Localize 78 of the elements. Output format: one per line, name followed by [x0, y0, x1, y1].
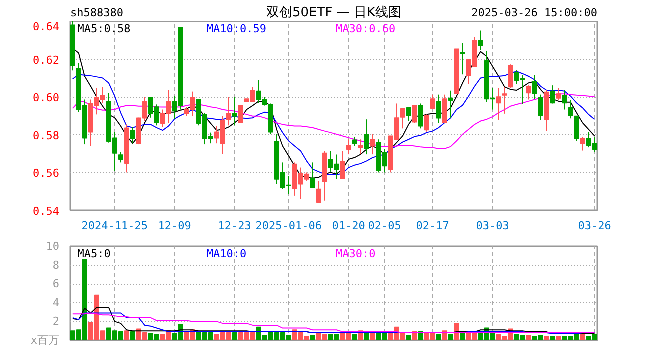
candlestick: [346, 139, 352, 156]
bar: [448, 334, 454, 340]
y-tick-label: 0.58: [33, 129, 60, 142]
candlestick: [568, 100, 574, 120]
x-tick-label: 03-03: [476, 220, 510, 232]
y-tick-label: 0.56: [33, 167, 60, 180]
bar: [130, 332, 136, 340]
candlestick: [130, 126, 136, 144]
candlestick: [562, 90, 568, 110]
candlestick: [424, 114, 430, 132]
candlestick: [502, 86, 508, 114]
x-tick-label: 03-26: [578, 220, 612, 232]
candlestick: [532, 74, 538, 100]
text: MA30:0.60: [336, 22, 396, 36]
candlestick: [430, 94, 436, 110]
candlestick: [538, 94, 544, 121]
candlestick: [442, 94, 448, 124]
candlestick: [556, 88, 562, 101]
bar: [352, 334, 358, 340]
y-tick-label: 10: [46, 240, 60, 253]
y-tick-label: 4: [52, 296, 60, 310]
y-tick-label: 0.54: [33, 205, 60, 218]
candlestick: [412, 105, 418, 124]
y-tick-label: 6: [52, 278, 60, 291]
candlestick: [508, 64, 514, 89]
bar: [232, 332, 238, 340]
y-tick-label: x百万: [30, 334, 60, 347]
y-tick-label: 8: [52, 258, 60, 272]
y-tick-label: 2: [52, 315, 60, 328]
x-tick-label: 12-23: [218, 220, 252, 232]
candlestick: [580, 136, 586, 152]
text: MA30:0: [336, 248, 376, 260]
candlestick: [418, 103, 424, 130]
candlestick: [340, 150, 346, 180]
bar: [544, 336, 550, 340]
candlestick: [238, 105, 244, 124]
text: MA10:0.59: [206, 22, 266, 36]
candlestick: [364, 119, 370, 156]
bar: [370, 333, 376, 340]
candlestick: [550, 85, 556, 104]
bar: [550, 336, 556, 340]
candlestick: [526, 85, 532, 100]
candlestick: [478, 30, 484, 51]
candlestick: [118, 152, 124, 164]
series-label: MA5:0.58: [78, 22, 131, 36]
candlestick: [460, 42, 466, 76]
x-tick-label: 12-09: [158, 220, 192, 232]
candlestick: [352, 136, 358, 147]
candlestick: [358, 139, 364, 156]
candlestick: [574, 116, 580, 142]
chart-title: 双创50ETF — 日K线图: [266, 5, 402, 20]
bar: [556, 336, 562, 340]
bar: [436, 334, 442, 340]
bar: [406, 335, 412, 340]
candlestick: [310, 162, 316, 188]
candlestick: [406, 108, 412, 122]
x-tick-label: 2024-11-25: [82, 220, 148, 232]
candlestick: [316, 180, 322, 204]
text: MA10:0: [206, 248, 247, 260]
candlestick: [232, 96, 238, 126]
bar: [124, 330, 130, 340]
candlestick: [448, 90, 454, 119]
x-tick-label: 02-17: [416, 220, 450, 232]
text: MA5:0: [78, 248, 111, 260]
text: sh588380: [70, 6, 124, 20]
y-tick-label: 0.60: [33, 92, 60, 105]
candlestick: [370, 134, 376, 156]
x-tick-label: 01-20: [332, 220, 366, 232]
x-tick-label: 02-05: [368, 220, 402, 232]
y-tick-label: 0.64: [33, 20, 60, 34]
x-tick-label: 2025-01-06: [256, 220, 322, 232]
text: 2025-03-26 15:00:00: [472, 6, 598, 20]
candlestick: [496, 88, 502, 121]
candlestick: [436, 94, 442, 124]
bar: [310, 335, 316, 340]
bar: [460, 332, 466, 340]
bar: [526, 335, 532, 340]
y-tick-label: 0.62: [33, 54, 60, 67]
